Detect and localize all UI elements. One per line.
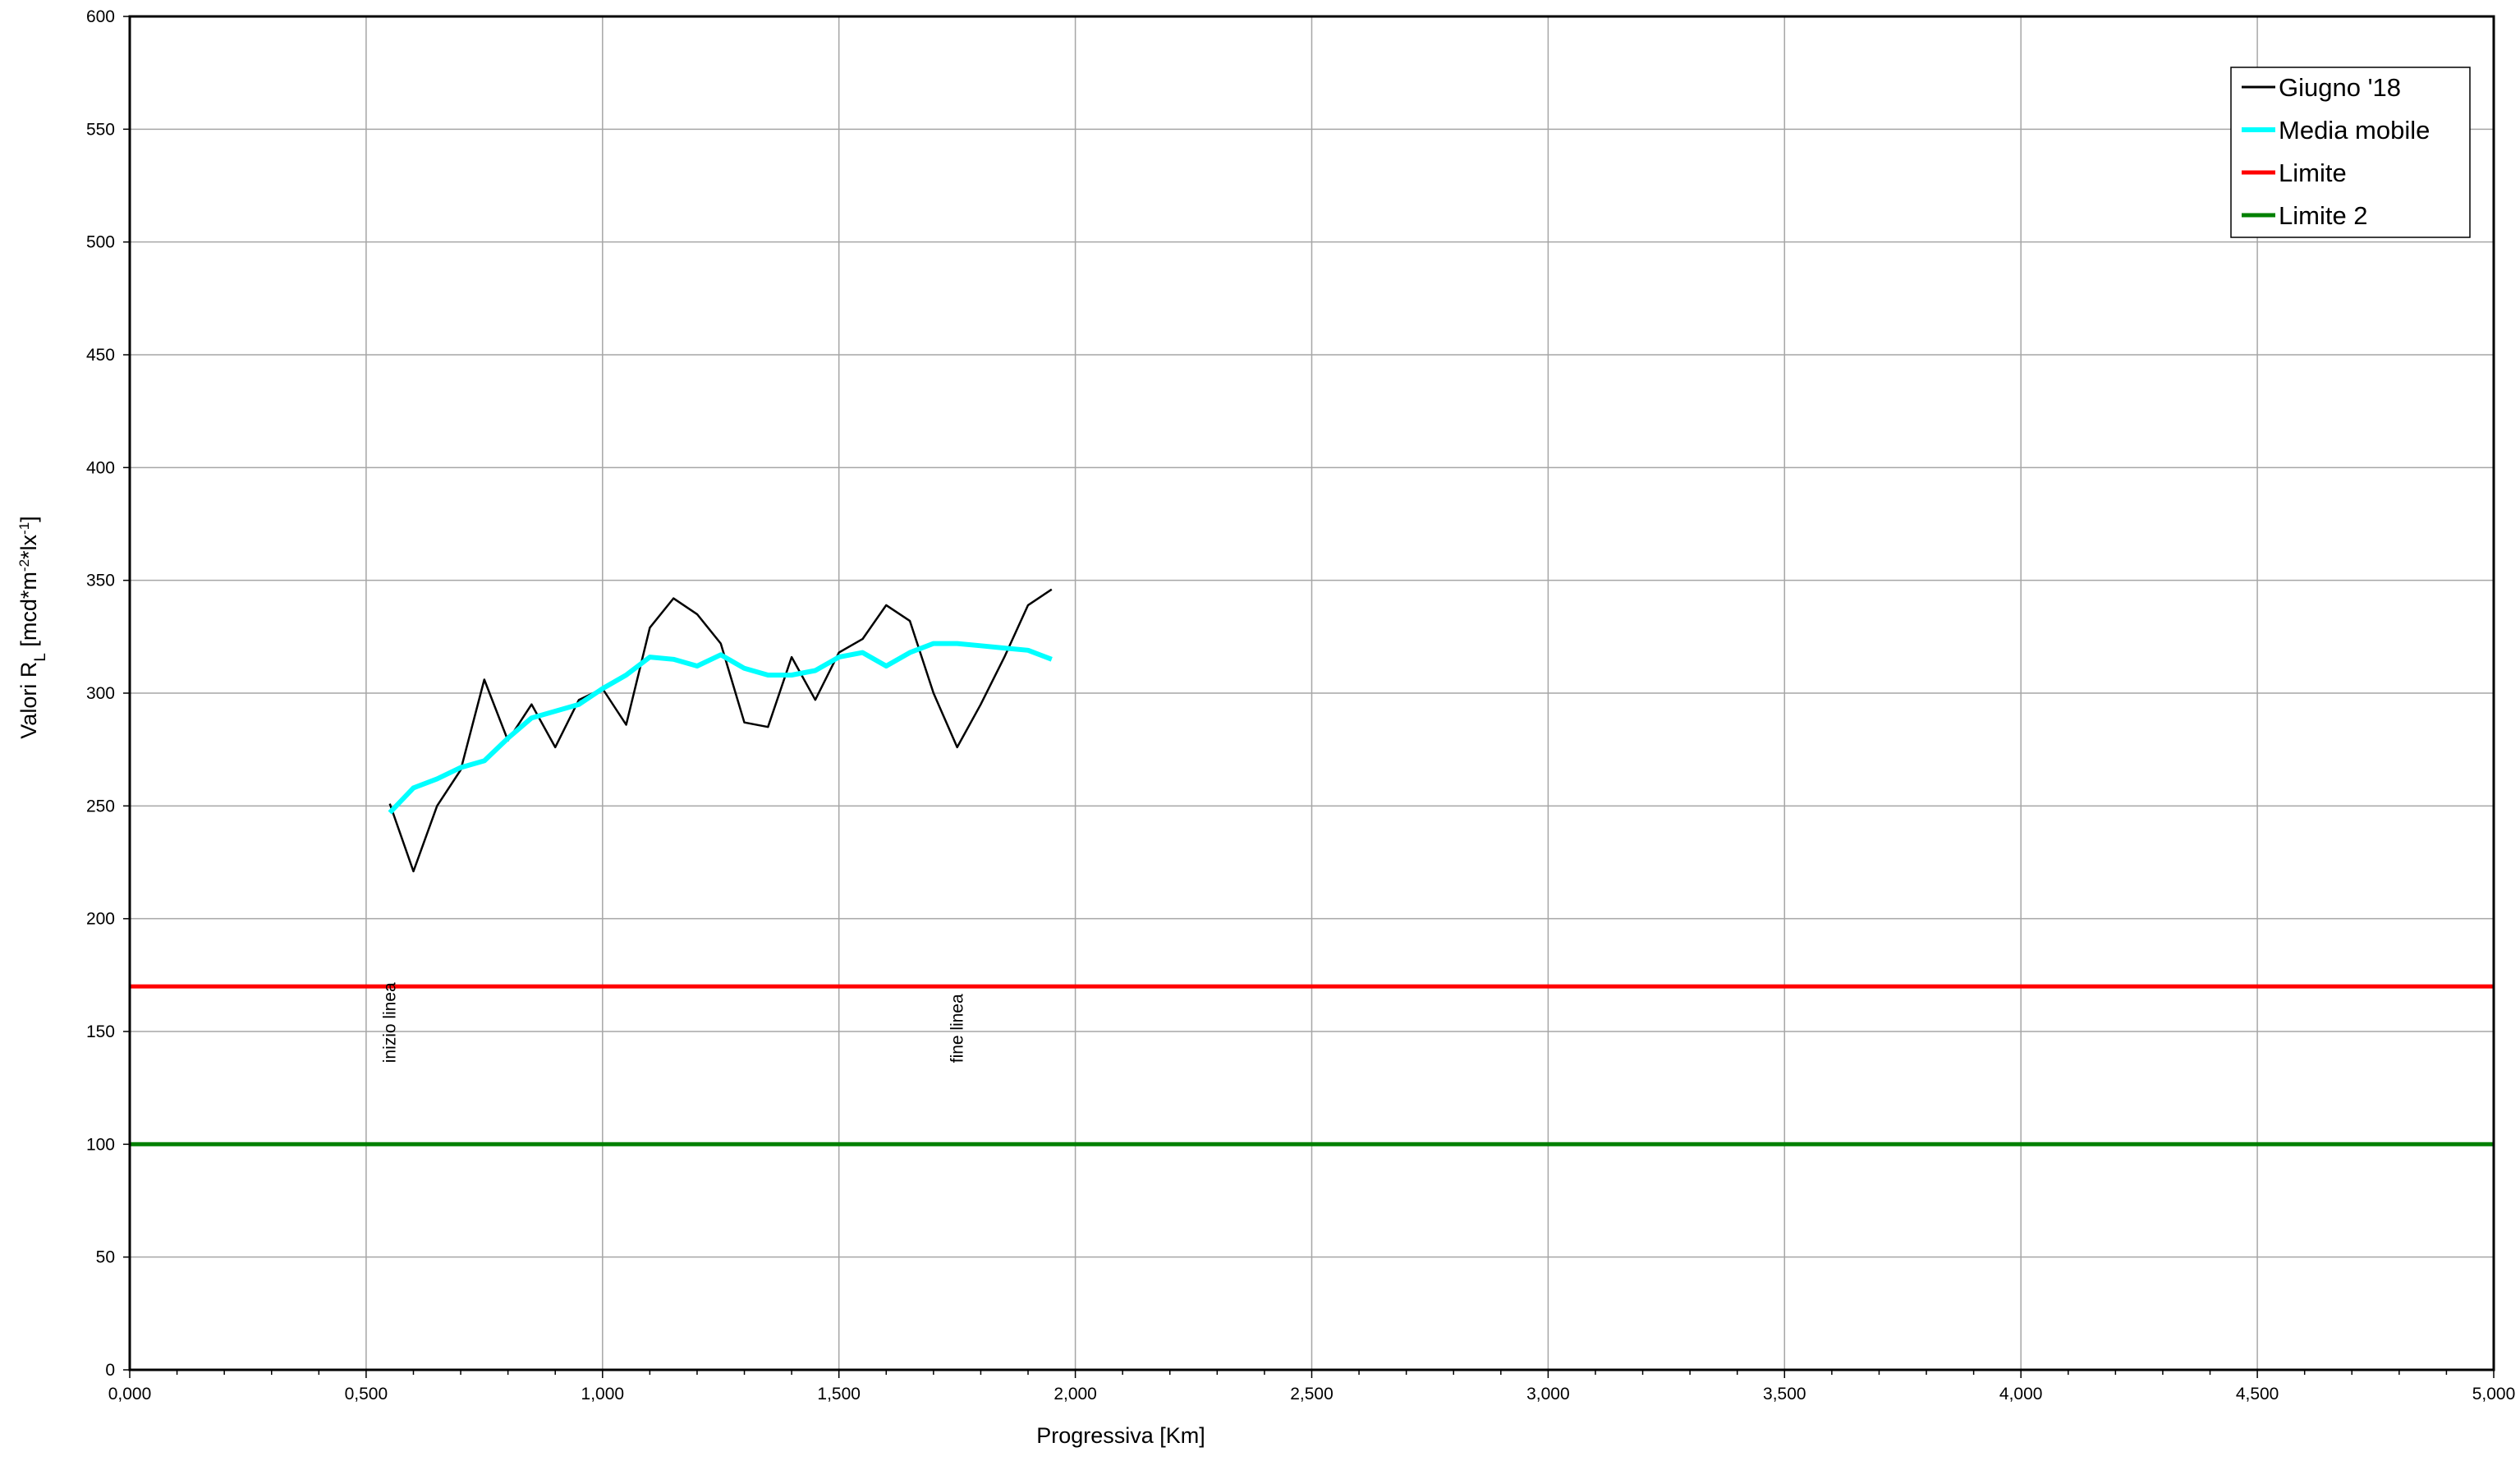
y-tick-label: 250 [86,797,115,815]
y-axis-title: Valori RL [mcd*m-2*lx-1] [16,516,49,738]
series-line-media-mobile [388,641,1053,815]
x-axis-title: Progressiva [Km] [1036,1423,1205,1448]
x-tick-labels: 0,000 0,500 1,000 1,500 2,000 2,500 3,000 3,500… [108,1385,2516,1404]
x-tick-label: 3,500 [1763,1385,1806,1404]
x-tick-label: 5,000 [2472,1385,2516,1404]
limit-lines [130,984,2494,1146]
y-axis-title-part: -2 [16,559,32,572]
annotation-label: fine linea [948,994,967,1063]
legend-label: Media mobile [2279,116,2430,145]
y-tick-labels: 0 50 100 150 200 250 300 350 400 450 500 550 600 [86,7,115,1380]
legend-label: Limite 2 [2279,201,2368,230]
y-axis-title-part: *lx [16,534,41,559]
x-tick-label: 0,500 [345,1385,388,1404]
legend: Giugno '18 Media mobile Limite Limite 2 [2230,67,2471,238]
plot-frame [128,15,2495,1371]
x-tick-label: 4,500 [2236,1385,2279,1404]
y-axis-title-part: [mcd*m [16,572,41,653]
x-tick-label: 4,000 [1999,1385,2043,1404]
x-tick-label: 2,000 [1053,1385,1097,1404]
legend-label: Limite [2279,159,2347,187]
series-lines [388,588,1053,873]
y-tick-label: 600 [86,7,115,26]
y-axis-title-part: -1 [16,522,32,535]
y-tick-label: 150 [86,1022,115,1041]
legend-box [2230,67,2471,238]
y-tick-label: 500 [86,233,115,252]
y-tick-label: 100 [86,1135,115,1154]
legend-label: Giugno '18 [2279,73,2401,102]
y-axis-title-part: ] [16,516,41,522]
y-tick-label: 0 [105,1361,115,1380]
x-tick-label: 1,500 [817,1385,861,1404]
x-tick-label: 3,000 [1526,1385,1570,1404]
x-tick-label: 1,000 [581,1385,625,1404]
x-tick-label: 2,500 [1290,1385,1333,1404]
y-tick-label: 400 [86,458,115,477]
y-tick-label: 350 [86,572,115,590]
y-axis-title-part: L [32,653,49,662]
annotation-label: inizio linea [381,982,400,1063]
y-axis-title-part: Valori R [16,662,41,739]
y-tick-label: 450 [86,346,115,365]
series-line-giugno-18 [388,588,1053,873]
y-tick-label: 200 [86,910,115,929]
x-tick-label: 0,000 [108,1385,152,1404]
annotations: inizio linea fine linea [381,982,967,1063]
y-tick-label: 550 [86,120,115,139]
y-tick-label: 50 [96,1248,115,1267]
y-tick-label: 300 [86,684,115,703]
